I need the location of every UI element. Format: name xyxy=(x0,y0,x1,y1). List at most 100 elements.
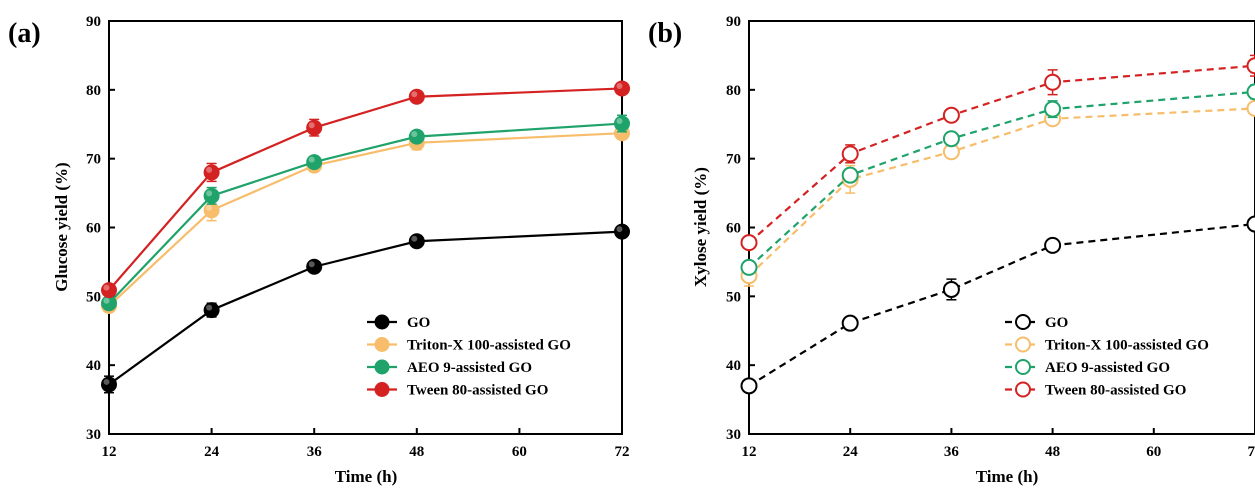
legend-marker xyxy=(1015,381,1031,398)
legend-marker xyxy=(374,359,390,375)
x-tick-label: 48 xyxy=(409,444,424,460)
legend-label: GO xyxy=(407,315,430,331)
data-point xyxy=(942,130,960,148)
legend-label: GO xyxy=(1045,315,1068,331)
x-tick-label: 12 xyxy=(742,444,757,460)
series-2 xyxy=(740,83,1255,276)
data-point xyxy=(1044,236,1062,254)
y-tick-label: 70 xyxy=(726,152,741,168)
legend-marker xyxy=(1015,314,1031,330)
data-point xyxy=(203,164,220,181)
x-tick-label: 12 xyxy=(102,444,117,460)
y-tick-label: 30 xyxy=(726,427,741,443)
panel-a: (a) Glucose yield (%) Time (h) 12 24 36 48 6… xyxy=(8,14,630,486)
y-tick-label: 50 xyxy=(726,289,741,305)
series-line xyxy=(108,230,623,386)
legend-label: Triton-X 100-assisted GO xyxy=(1045,338,1209,354)
legend: GO Triton-X 100-assisted GO AEO 9-assisted… xyxy=(367,314,571,399)
data-point-highlight xyxy=(206,304,213,311)
data-point-highlight xyxy=(616,118,623,125)
data-point xyxy=(1246,57,1255,75)
data-point-highlight xyxy=(103,378,110,385)
y-tick-label: 30 xyxy=(86,427,101,443)
legend-marker xyxy=(374,337,390,352)
data-point xyxy=(614,80,630,97)
data-point xyxy=(203,187,220,204)
data-point-highlight xyxy=(616,82,623,89)
x-tick-label: 24 xyxy=(204,444,220,460)
series-0 xyxy=(101,223,630,394)
data-point xyxy=(306,119,323,136)
y-tick-label: 80 xyxy=(726,83,741,99)
data-point-highlight xyxy=(308,156,315,163)
legend-marker xyxy=(1015,359,1031,375)
plot-frame xyxy=(748,20,1255,435)
series-line xyxy=(748,107,1255,277)
data-point-highlight xyxy=(411,235,418,242)
series-line xyxy=(748,64,1255,244)
data-point xyxy=(614,223,630,240)
x-axis-label: Time (h) xyxy=(335,467,398,486)
data-point xyxy=(101,376,117,393)
series-line xyxy=(108,122,623,304)
series-3 xyxy=(101,80,630,299)
y-tick-label: 70 xyxy=(86,152,101,168)
data-point xyxy=(942,106,960,124)
y-tick-label: 60 xyxy=(86,221,101,237)
data-point xyxy=(740,258,758,276)
data-point-highlight xyxy=(308,122,315,129)
data-point-highlight xyxy=(308,261,315,268)
x-axis-label: Time (h) xyxy=(976,467,1039,486)
x-tick-label: 36 xyxy=(307,444,323,460)
legend: GO Triton-X 100-assisted GO AEO 9-assisted… xyxy=(1005,314,1209,399)
panel-label: (b) xyxy=(648,18,682,49)
legend-label: Tween 80-assisted GO xyxy=(1045,383,1186,399)
y-tick-label: 40 xyxy=(86,358,101,374)
legend-label: AEO 9-assisted GO xyxy=(1045,360,1170,376)
data-point xyxy=(841,145,859,163)
x-tick-label: 60 xyxy=(512,444,527,460)
data-point xyxy=(942,280,960,298)
y-tick-label: 60 xyxy=(726,221,741,237)
x-tick-label: 72 xyxy=(1248,444,1255,460)
data-point xyxy=(203,202,220,219)
x-tick-label: 60 xyxy=(1146,444,1161,460)
y-tick-label: 90 xyxy=(86,14,101,30)
data-point-highlight xyxy=(616,226,623,233)
data-point xyxy=(306,154,323,171)
x-tick-label: 24 xyxy=(843,444,859,460)
data-point-highlight xyxy=(206,166,213,173)
series-line xyxy=(748,90,1255,269)
data-point xyxy=(1044,73,1062,91)
data-point xyxy=(203,302,220,319)
series-2 xyxy=(101,114,630,312)
data-point xyxy=(740,377,758,395)
data-point-highlight xyxy=(103,284,110,291)
legend-marker xyxy=(374,314,390,330)
legend-label: AEO 9-assisted GO xyxy=(407,360,532,376)
series-line xyxy=(108,87,623,291)
series-1 xyxy=(740,99,1255,287)
data-point xyxy=(614,115,630,132)
series-0 xyxy=(740,215,1255,395)
series-line xyxy=(108,132,623,307)
series-3 xyxy=(740,54,1255,252)
data-point-highlight xyxy=(206,204,213,211)
data-point xyxy=(1246,83,1255,101)
data-point xyxy=(408,128,425,145)
data-point xyxy=(1044,100,1062,118)
x-tick-label: 36 xyxy=(944,444,960,460)
data-point xyxy=(841,314,859,332)
data-point xyxy=(841,166,859,184)
data-point-highlight xyxy=(206,190,213,197)
data-point xyxy=(408,233,425,250)
panel-b: (b) Xylose yield (%) Time (h) 12 24 36 48 60… xyxy=(648,14,1255,486)
x-tick-label: 48 xyxy=(1045,444,1060,460)
series-line xyxy=(748,222,1255,387)
legend-label: Tween 80-assisted GO xyxy=(407,383,548,399)
y-axis-label: Xylose yield (%) xyxy=(691,167,710,287)
plot-frame xyxy=(108,20,623,435)
data-point xyxy=(101,295,117,312)
y-tick-label: 80 xyxy=(86,83,101,99)
